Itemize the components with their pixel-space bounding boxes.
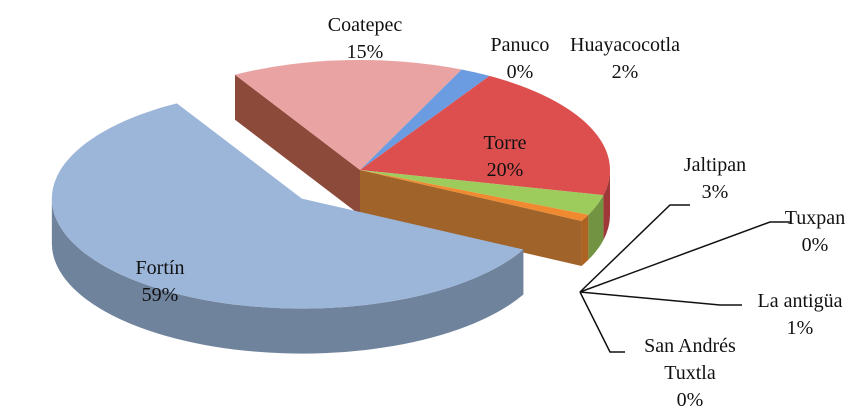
slice [360,170,604,215]
category-label: Panuco [490,34,550,56]
slice [360,75,610,196]
leader-line [579,221,790,293]
leader-line [579,291,742,306]
leader-line [579,291,625,353]
slice-face [360,170,582,266]
data-label: Coatepec 15% [285,12,445,66]
value-label: 0% [801,234,829,256]
slice [235,59,462,170]
value-label: 0% [506,61,534,83]
value-label: 1% [786,317,814,339]
category-label: Huayacocotla [570,34,680,56]
data-label: San Andrés Tuxtla 0% [625,333,755,414]
slice-side [588,195,604,260]
category-label: Torre [483,132,527,154]
value-label: 15% [346,41,384,63]
category-label: Jaltipan [683,154,747,176]
value-label: 59% [141,284,179,306]
category-label: San Andrés Tuxtla [644,335,736,384]
slice [360,69,490,170]
slice [51,103,524,309]
data-label: Fortín 59% [80,255,240,309]
leader-line [579,204,690,293]
data-label: Panuco 0% [440,32,600,86]
value-label: 0% [676,389,704,411]
category-label: Fortín [135,257,185,279]
value-label: 20% [486,159,524,181]
slice-side [603,170,610,241]
value-label: 3% [701,181,729,203]
data-label: Jaltipan 3% [635,152,795,206]
slice [360,170,589,221]
data-label: Huayacocotla 2% [545,32,705,86]
slice-side [581,214,589,266]
category-label: Coatepec [327,14,403,36]
data-label: Tuxpan 0% [735,205,866,259]
data-label: La antigüa 1% [720,288,866,342]
value-label: 2% [611,61,639,83]
category-label: La antigüa [757,290,843,312]
data-label: Torre 20% [425,130,585,184]
slice-side [51,198,524,354]
category-label: Tuxpan [784,207,846,229]
slice-face [235,74,360,215]
